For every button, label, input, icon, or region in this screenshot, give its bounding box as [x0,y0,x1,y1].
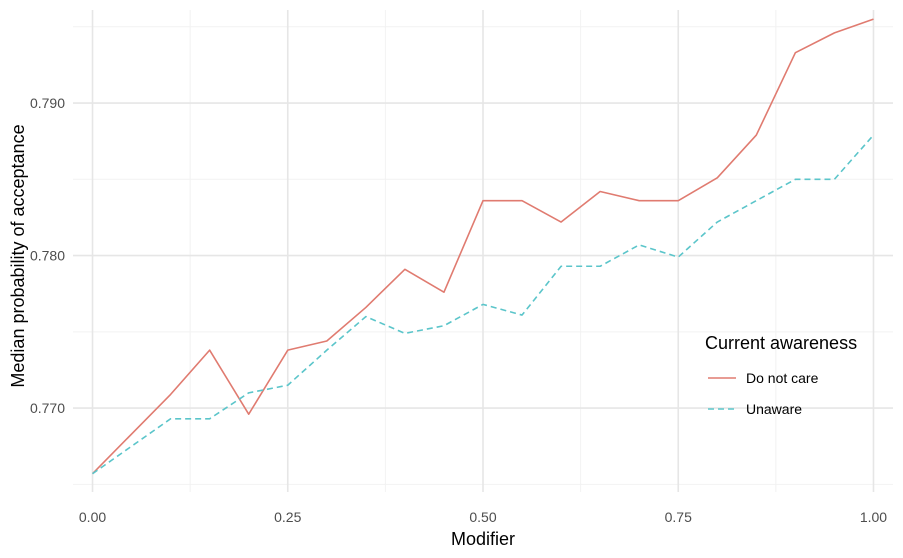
x-tick-labels: 0.00 0.25 0.50 0.75 1.00 [79,509,887,525]
y-tick-labels: 0.770 0.780 0.790 [30,95,65,416]
series-lines [91,18,875,475]
legend-title: Current awareness [705,333,857,353]
y-axis-title: Median probability of acceptance [8,124,28,387]
x-tick-label: 0.25 [274,509,301,525]
legend-label-unaware: Unaware [746,401,802,417]
legend: Current awareness Do not care Unaware [705,333,857,417]
x-axis-title: Modifier [451,529,515,549]
x-tick-label: 0.50 [469,509,496,525]
series-line-unaware [92,134,875,475]
x-tick-label: 0.75 [665,509,692,525]
y-tick-label: 0.790 [30,95,65,111]
x-tick-label: 0.00 [79,509,106,525]
y-tick-label: 0.770 [30,400,65,416]
legend-items: Do not care Unaware [708,370,819,417]
major-gridlines [73,10,893,492]
legend-label-do-not-care: Do not care [746,370,819,386]
x-tick-label: 1.00 [860,509,887,525]
y-tick-label: 0.780 [30,248,65,264]
series-line-do-not-care [91,18,874,475]
